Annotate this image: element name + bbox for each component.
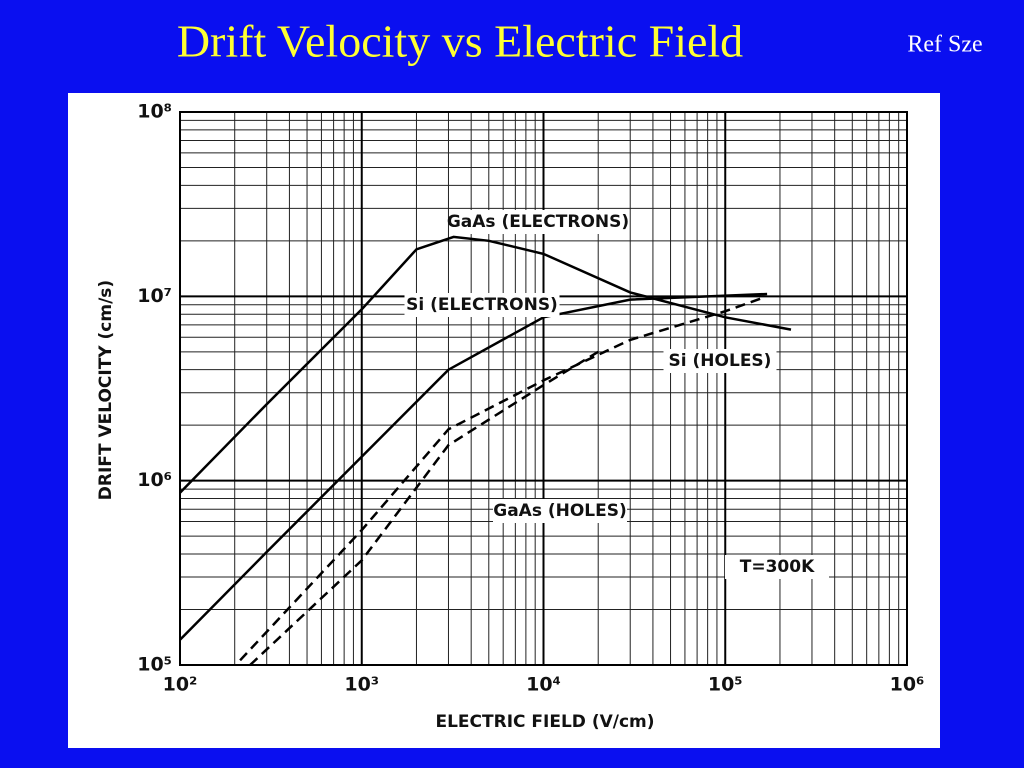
y-tick-label: 10⁸ [137,101,172,123]
y-tick-label: 10⁶ [137,469,172,491]
series-line [179,235,792,494]
series-line [239,296,763,662]
series-line [249,350,599,666]
series-label: Si (ELECTRONS) [406,295,558,315]
x-tick-label: 10⁵ [708,674,743,696]
label-background [404,293,560,317]
annotation: T=300K [740,557,815,577]
label-background [725,555,829,579]
y-tick-label: 10⁷ [137,285,172,307]
series-line [179,292,768,641]
series-label: GaAs (ELECTRONS) [447,212,629,232]
x-tick-label: 10⁴ [526,674,561,696]
series-label: GaAs (HOLES) [493,501,627,521]
slide-title: Drift Velocity vs Electric Field [177,16,743,67]
y-axis-label: DRIFT VELOCITY (cm/s) [96,280,116,500]
y-tick-label: 10⁵ [137,654,172,676]
x-axis-label: ELECTRIC FIELD (V/cm) [435,712,654,732]
series-label: Si (HOLES) [669,351,772,371]
label-background [493,499,627,523]
chart-panel [68,93,940,748]
label-background [663,349,777,373]
plot-frame [179,111,908,666]
x-tick-label: 10⁶ [890,674,925,696]
label-background [450,210,626,234]
reference: Ref Sze [907,32,982,58]
x-tick-label: 10³ [344,674,379,696]
x-tick-label: 10² [163,674,198,696]
